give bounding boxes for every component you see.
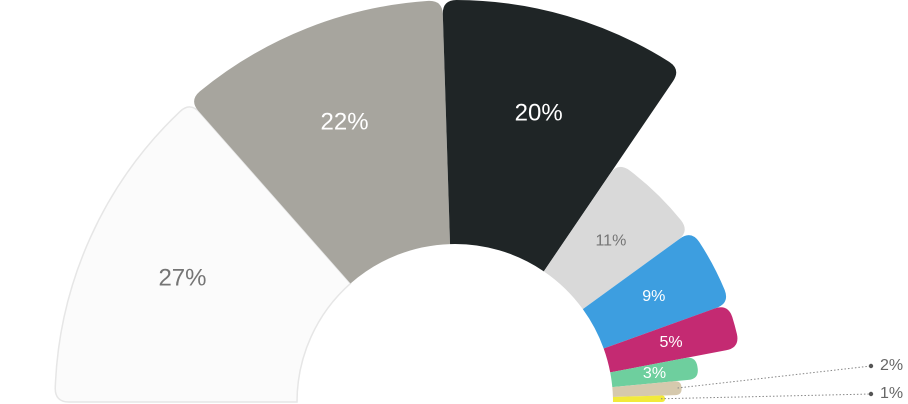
leader-dot-1 xyxy=(868,391,874,397)
leader-line-1 xyxy=(660,393,872,400)
slice-label-2: 2% xyxy=(880,357,903,374)
pie-slice-1 xyxy=(612,395,665,402)
slice-label-1: 1% xyxy=(880,385,903,402)
slice-label-5: 5% xyxy=(659,334,682,351)
pie-slice-9 xyxy=(582,235,727,349)
slice-label-22: 22% xyxy=(321,108,369,135)
slice-label-11: 11% xyxy=(595,232,626,249)
pie-slice-5 xyxy=(603,307,738,373)
slice-label-3: 3% xyxy=(643,365,666,382)
pie-slice-2 xyxy=(612,381,682,398)
pie-slice-27 xyxy=(54,106,352,403)
slice-label-9: 9% xyxy=(642,288,665,305)
pie-slice-11 xyxy=(543,166,685,310)
slice-label-20: 20% xyxy=(515,99,563,126)
pie-slice-20 xyxy=(442,0,677,272)
pie-slice-3 xyxy=(610,357,698,388)
leader-line-2 xyxy=(677,365,872,389)
pie-slice-22 xyxy=(194,0,451,284)
slice-label-27: 27% xyxy=(158,264,206,291)
leader-dot-2 xyxy=(868,363,874,369)
